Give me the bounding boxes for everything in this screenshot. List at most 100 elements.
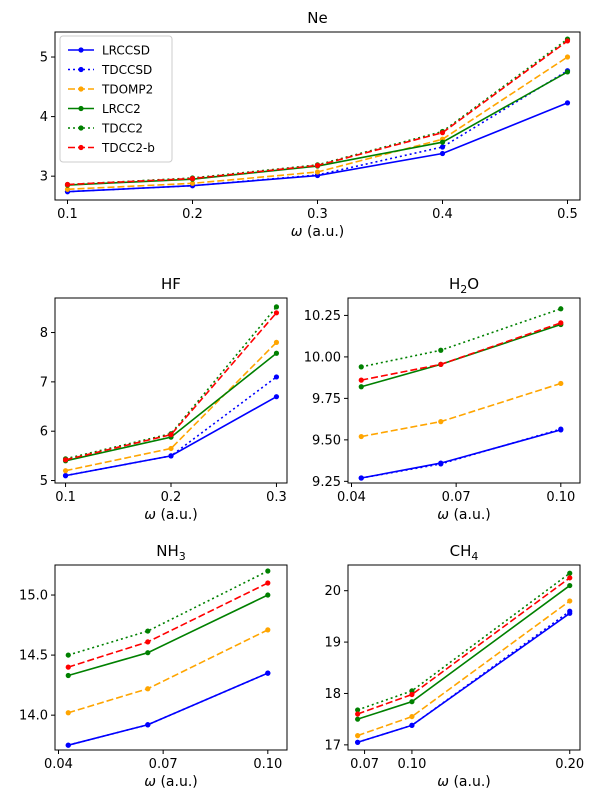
series-line-tdcc2-b	[65, 312, 278, 461]
data-point-tdcc2	[355, 707, 361, 713]
data-point-tdcc2-b	[189, 175, 196, 182]
data-point-tdcc2-b	[358, 377, 364, 383]
panel-0: Ne 0.1 0.2 0.3 0.4 0.5 3 4 5 ω (a.u.) LRCCSD TDCCSD…	[40, 9, 581, 240]
x-tick-label: 0.20	[555, 757, 584, 772]
y-tick-label: 10.25	[304, 309, 341, 324]
data-point-tdomp2	[62, 468, 69, 474]
data-point-tdcc2-b	[265, 580, 271, 586]
series-line-tdcc2-b	[361, 322, 562, 381]
data-point-tdcc2-b	[567, 575, 573, 581]
data-point-lrcc2	[145, 650, 151, 656]
data-point-lrcc2	[265, 592, 271, 598]
y-tick-label: 9.25	[312, 475, 341, 490]
x-axis-label: ω (a.u.)	[144, 507, 197, 523]
data-point-tdomp2	[567, 598, 573, 604]
legend-marker	[78, 86, 84, 92]
data-point-tdomp2	[409, 713, 415, 720]
y-tick-label: 5	[40, 474, 48, 489]
data-point-tdcc2-b	[65, 664, 71, 670]
data-point-tdcc2-b	[409, 691, 415, 698]
data-point-tdcc2-b	[438, 361, 444, 367]
legend-marker	[78, 47, 84, 53]
data-point-tdcc2	[409, 688, 415, 694]
x-tick-label: 0.3	[266, 490, 287, 505]
x-tick-label: 0.1	[55, 490, 76, 505]
data-point-tdomp2	[65, 710, 71, 716]
y-tick-label: 9.50	[312, 433, 341, 448]
x-tick-label: 0.10	[253, 757, 282, 772]
data-point-tdomp2	[265, 627, 271, 633]
panel-2: H2O 0.04 0.07 0.10 9.25 9.50 9.75 10.00 10.25 ω (…	[304, 275, 581, 523]
y-tick-label: 8	[40, 326, 48, 341]
y-tick-label: 7	[40, 375, 48, 390]
series-line-tdccsd	[65, 376, 277, 477]
series-line-lrcc2	[68, 594, 269, 677]
data-point-lrccsd	[273, 394, 280, 400]
data-point-lrcc2	[358, 384, 364, 390]
y-tick-label: 5	[40, 51, 48, 66]
series-line-lrccsd	[361, 429, 562, 479]
panel-title: HF	[161, 275, 181, 293]
series-line-lrcc2	[357, 584, 571, 720]
data-point-tdcc2	[567, 570, 573, 576]
panel-4: CH4 0.07 0.10 0.20 17 18 19 20 ω (a.u.)	[324, 542, 584, 790]
x-tick-label: 0.10	[546, 490, 575, 505]
data-point-lrcc2	[273, 350, 280, 356]
data-point-tdcc2	[145, 628, 151, 634]
x-tick-label: 0.07	[350, 757, 379, 772]
data-point-tdccsd	[409, 722, 415, 728]
data-point-tdcc2-b	[145, 639, 151, 645]
data-point-tdcc2	[438, 347, 444, 353]
x-tick-label: 0.5	[557, 207, 578, 222]
legend-marker	[78, 66, 84, 73]
data-point-tdomp2	[358, 433, 364, 440]
axes-frame	[347, 297, 581, 484]
x-tick-label: 0.04	[44, 757, 73, 772]
panel-3: NH3 0.04 0.07 0.10 14.0 14.5 15.0 ω (a.u.)	[19, 542, 288, 790]
series-line-tdccsd	[68, 672, 269, 746]
data-point-tdcc2-b	[168, 432, 174, 438]
data-point-lrcc2	[567, 582, 573, 589]
x-axis-label: ω (a.u.)	[291, 224, 344, 240]
x-axis-label: ω (a.u.)	[437, 774, 490, 790]
data-point-tdcc2	[65, 652, 71, 658]
y-tick-label: 14.5	[19, 649, 48, 664]
data-point-tdccsd	[558, 426, 564, 432]
legend-entry: TDCC2-b	[101, 141, 155, 155]
x-tick-label: 0.07	[149, 757, 178, 772]
data-point-tdccsd	[265, 670, 271, 676]
data-point-tdomp2	[145, 686, 151, 692]
data-point-tdccsd	[62, 473, 69, 479]
x-tick-label: 0.04	[337, 490, 366, 505]
legend-entry: TDCCSD	[101, 63, 152, 77]
series-line-tdomp2	[357, 600, 571, 737]
data-point-tdcc2-b	[64, 181, 71, 188]
data-point-tdcc2	[558, 306, 564, 312]
data-point-lrcc2	[355, 716, 361, 722]
y-tick-label: 15.0	[19, 589, 48, 604]
data-point-tdccsd	[438, 461, 444, 467]
panel-title: CH4	[450, 542, 479, 563]
data-point-tdcc2-b	[62, 457, 69, 463]
panel-title: NH3	[156, 542, 186, 563]
data-point-tdccsd	[355, 739, 361, 745]
data-point-tdomp2	[273, 339, 280, 345]
y-tick-label: 6	[40, 425, 48, 440]
x-tick-label: 0.1	[57, 207, 78, 222]
y-tick-label: 18	[324, 687, 341, 702]
data-point-tdomp2	[558, 380, 564, 387]
legend-entry: LRCC2	[102, 102, 141, 116]
data-point-tdcc2-b	[314, 162, 321, 169]
axes-frame	[54, 564, 288, 751]
data-point-lrccsd	[439, 150, 446, 157]
data-point-tdcc2-b	[558, 320, 564, 326]
y-tick-label: 4	[40, 110, 48, 125]
x-tick-label: 0.4	[432, 207, 453, 222]
series-line-tdccsd	[361, 428, 562, 479]
data-point-tdomp2	[438, 419, 444, 425]
data-point-tdomp2	[314, 169, 321, 175]
y-tick-label: 9.75	[312, 392, 341, 407]
data-point-tdcc2-b	[439, 130, 446, 136]
panel-title: Ne	[307, 9, 327, 27]
